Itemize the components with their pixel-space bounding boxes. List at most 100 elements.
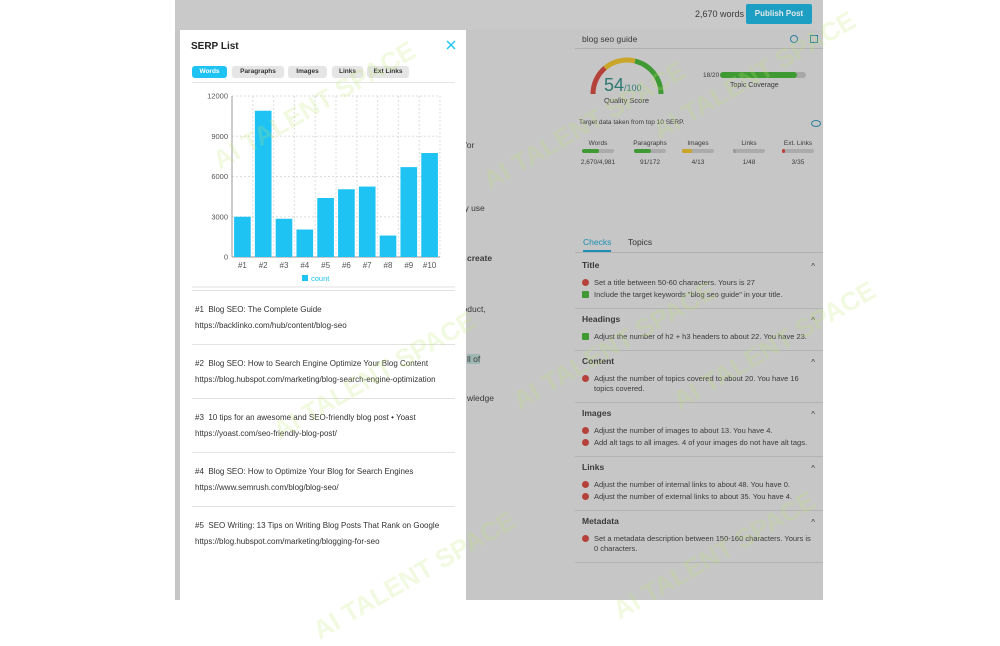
y-tick-label: 6000	[211, 172, 228, 181]
topic-coverage-fill	[720, 72, 798, 78]
modal-title: SERP List	[191, 41, 239, 52]
metric-value: 2,670/4,981	[580, 159, 616, 166]
check-text: Set a metadata description between 150-1…	[594, 534, 811, 553]
serp-result[interactable]: #5 SEO Writing: 13 Tips on Writing Blog …	[192, 506, 455, 560]
check-item: Include the target keywords "blog seo gu…	[582, 290, 815, 300]
modal-divider	[192, 82, 455, 83]
checks-list: TitleSet a title between 50-60 character…	[575, 255, 823, 563]
section-title[interactable]: Content	[582, 351, 815, 373]
check-item: Set a metadata description between 150-1…	[582, 534, 815, 554]
settings-icon[interactable]	[810, 35, 818, 43]
x-tick-label: #2	[259, 261, 268, 270]
close-x	[446, 40, 456, 50]
x-tick-label: #5	[321, 261, 330, 270]
metric-track	[682, 149, 714, 153]
x-tick-label: #8	[384, 261, 393, 270]
result-rank: #1	[195, 305, 204, 314]
section-title[interactable]: Headings	[582, 309, 815, 331]
result-url: https://yoast.com/seo-friendly-blog-post…	[195, 429, 337, 438]
editor-text: create	[467, 253, 493, 263]
check-section: MetadataSet a metadata description betwe…	[575, 511, 823, 563]
section-title[interactable]: Title	[582, 255, 815, 277]
refresh-icon[interactable]	[790, 35, 798, 43]
status-icon	[582, 493, 589, 500]
y-tick-label: 3000	[211, 212, 228, 221]
status-icon	[582, 375, 589, 382]
x-tick-label: #6	[342, 261, 351, 270]
check-item: Adjust the number of external links to a…	[582, 492, 815, 502]
section-title[interactable]: Metadata	[582, 511, 815, 533]
status-icon	[582, 279, 589, 286]
result-url: https://blog.hubspot.com/marketing/blog-…	[195, 375, 436, 384]
result-heading: #1 Blog SEO: The Complete Guide	[195, 304, 452, 316]
legend-label: count	[311, 274, 330, 283]
metric-label: Words	[588, 140, 608, 147]
check-text: Include the target keywords "blog seo gu…	[594, 290, 783, 299]
panel-tab[interactable]: Topics	[628, 237, 653, 247]
metric-value: 91/172	[640, 159, 660, 166]
modal-tab[interactable]: Ext Links	[367, 66, 409, 78]
y-tick-label: 12000	[207, 92, 228, 101]
result-heading: #2 Blog SEO: How to Search Engine Optimi…	[195, 358, 452, 370]
close-icon[interactable]	[446, 40, 456, 50]
tab-divider	[575, 252, 823, 253]
bar	[254, 110, 272, 257]
x-tick-label: #10	[423, 261, 437, 270]
modal-tab[interactable]: Links	[332, 66, 363, 78]
status-icon	[582, 333, 589, 340]
metric-label: Paragraphs	[633, 140, 667, 147]
check-item: Adjust the number of internal links to a…	[582, 480, 815, 490]
metric-track	[733, 149, 765, 153]
bar	[421, 153, 438, 257]
bar	[275, 218, 293, 257]
result-heading: #3 10 tips for an awesome and SEO-friend…	[195, 412, 452, 424]
topic-coverage-track	[720, 72, 806, 78]
target-note: Target data taken from top 10 SERP.	[579, 119, 685, 126]
check-section: ImagesAdjust the number of images to abo…	[575, 403, 823, 457]
result-rank: #4	[195, 467, 204, 476]
check-section: ContentAdjust the number of topics cover…	[575, 351, 823, 403]
modal-tab[interactable]: Words	[192, 66, 227, 78]
modal-tab[interactable]: Paragraphs	[232, 66, 284, 78]
status-icon	[582, 291, 589, 298]
check-text: Adjust the number of images to about 13.…	[594, 426, 773, 435]
result-title: Blog SEO: How to Optimize Your Blog for …	[208, 467, 414, 476]
topic-coverage-label: Topic Coverage	[730, 82, 779, 89]
y-tick-label: 9000	[211, 132, 228, 141]
check-item: Add alt tags to all images. 4 of your im…	[582, 438, 815, 448]
metric-fill	[682, 149, 692, 153]
serp-modal: SERP List Words Paragraphs Images Links Ext …	[180, 30, 466, 600]
bar	[234, 216, 251, 257]
bar	[317, 197, 334, 257]
gauge-red	[590, 66, 607, 95]
metric-value: 4/13	[691, 159, 705, 166]
publish-button[interactable]: Publish Post	[746, 4, 812, 24]
serp-result[interactable]: #3 10 tips for an awesome and SEO-friend…	[192, 398, 455, 452]
keyword: blog seo guide	[582, 34, 638, 44]
serp-result[interactable]: #1 Blog SEO: The Complete Guide https://b…	[192, 290, 455, 344]
editor-text: hey use	[455, 203, 485, 213]
section-title[interactable]: Links	[582, 457, 815, 479]
editor-text: ll of	[467, 354, 481, 364]
eye-icon[interactable]	[811, 120, 821, 127]
section-title[interactable]: Images	[582, 403, 815, 425]
check-section: TitleSet a title between 50-60 character…	[575, 255, 823, 309]
status-icon	[582, 427, 589, 434]
modal-tab[interactable]: Images	[288, 66, 327, 78]
serp-result[interactable]: #2 Blog SEO: How to Search Engine Optimi…	[192, 344, 455, 398]
search-box[interactable]: blog seo guide	[575, 30, 823, 49]
y-tick-label: 0	[224, 253, 228, 262]
status-icon	[582, 439, 589, 446]
metric-fill	[733, 149, 736, 153]
gauge	[590, 57, 664, 95]
bar	[338, 189, 355, 257]
chart: 0 3000 6000 9000 12000 #1 #2 #3 #4 #5 #6 #7 #8 #9 #10 c…	[192, 92, 455, 288]
check-text: Adjust the number of internal links to a…	[594, 480, 790, 489]
serp-result[interactable]: #4 Blog SEO: How to Optimize Your Blog f…	[192, 452, 455, 506]
result-url: https://backlinko.com/hub/content/blog-s…	[195, 321, 347, 330]
result-heading: #4 Blog SEO: How to Optimize Your Blog f…	[195, 466, 452, 478]
panel-tab[interactable]: Checks	[583, 237, 612, 252]
check-item: Adjust the number of images to about 13.…	[582, 426, 815, 436]
results-list: #1 Blog SEO: The Complete Guide https://b…	[192, 290, 455, 560]
score-max: /100	[624, 83, 642, 93]
